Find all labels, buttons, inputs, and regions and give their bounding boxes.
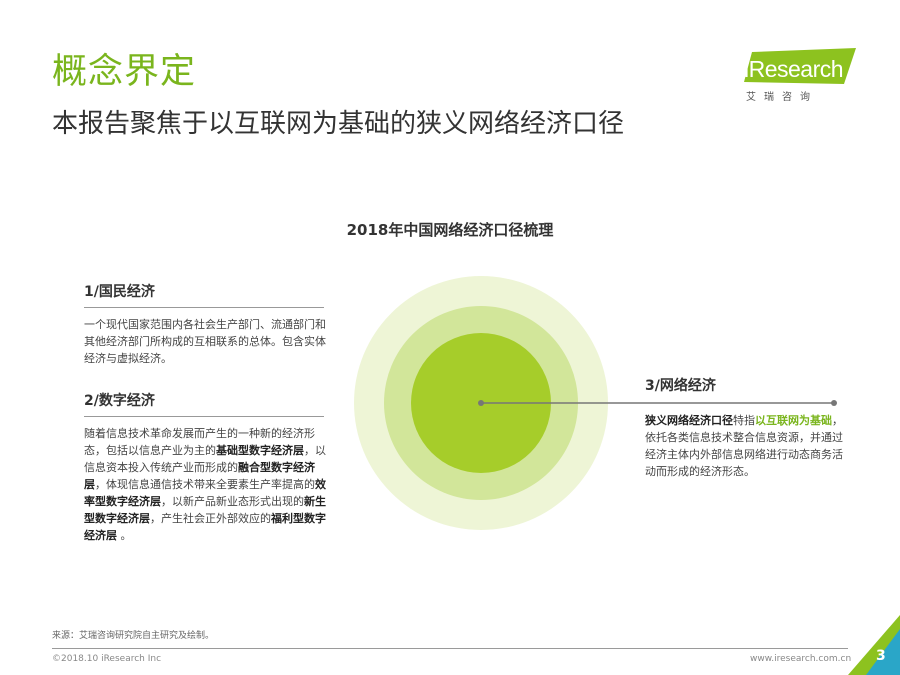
website-link[interactable]: www.iresearch.com.cn [750, 654, 852, 664]
section-title: 1/国民经济 [84, 284, 155, 300]
logo-brand-text: iResearch [744, 56, 844, 82]
page-title: 概念界定 [52, 52, 197, 92]
section-digital-economy: 2/数字经济 随着信息技术革命发展而产生的一种新的经济形态，包括以信息产业为主的… [84, 391, 326, 544]
page-subtitle: 本报告聚焦于以互联网为基础的狭义网络经济口径 [52, 109, 625, 139]
connector-end-dot [831, 400, 837, 406]
section-divider [84, 416, 324, 417]
section-title: 2/数字经济 [84, 393, 155, 409]
section-divider [84, 307, 324, 308]
page-number: 3 [876, 648, 886, 664]
section-body: 一个现代国家范围内各社会生产部门、流通部门和其他经济部门所构成的互相联系的总体。… [84, 318, 326, 365]
body-text: 随着信息技术革命发展而产生的一种新的经济形态，包括以信息产业为主的 [84, 427, 315, 457]
body-text: ，体现信息通信技术带来全要素生产率提高的 [95, 478, 315, 491]
logo-chinese-text: 艾瑞咨询 [746, 92, 818, 103]
section-body: 狭义网络经济口径特指以互联网为基础，依托各类信息技术整合信息资源，并通过经济主体… [645, 412, 850, 480]
body-lead-text: 狭义网络经济口径 [645, 414, 733, 427]
body-text: ，依托各类信息技术整合信息资源，并通过经济主体内外部信息网络进行动态商务活动而形… [645, 414, 843, 478]
body-bold-text: 新生型数字经济层 [84, 495, 326, 525]
section-national-economy: 1/国民经济 一个现代国家范围内各社会生产部门、流通部门和其他经济部门所构成的互… [84, 282, 326, 367]
section-body: 随着信息技术革命发展而产生的一种新的经济形态，包括以信息产业为主的基础型数字经济… [84, 425, 326, 544]
copyright-text: ©2018.10 iResearch Inc [52, 654, 162, 664]
body-text: ，以新产品新业态形式出现的 [161, 495, 304, 508]
body-text: 。 [117, 529, 132, 542]
diagram-title: 2018年中国网络经济口径梳理 [346, 221, 554, 239]
body-bold-text: 融合型数字经济层 [84, 461, 315, 491]
connector-start-dot [478, 400, 484, 406]
body-bold-text: 福利型数字经济层 [84, 512, 326, 542]
body-text: ，以信息资本投入传统产业而形成的 [84, 444, 326, 474]
source-note: 来源：艾瑞咨询研究院自主研究及绘制。 [52, 631, 215, 641]
body-highlight-text: 以互联网为基础 [755, 414, 832, 427]
iresearch-logo: iResearch 艾瑞咨询 [744, 48, 864, 108]
logo-badge-icon [744, 48, 856, 84]
section-title: 3/网络经济 [645, 378, 716, 394]
section-network-economy: 3/网络经济 狭义网络经济口径特指以互联网为基础，依托各类信息技术整合信息资源，… [645, 376, 850, 480]
body-text: ，产生社会正外部效应的 [150, 512, 271, 525]
body-text: 特指 [733, 414, 755, 427]
corner-decoration-icon [848, 615, 900, 675]
body-bold-text: 基础型数字经济层 [216, 444, 304, 457]
footer-divider [52, 648, 848, 649]
body-bold-text: 效率型数字经济层 [84, 478, 326, 508]
